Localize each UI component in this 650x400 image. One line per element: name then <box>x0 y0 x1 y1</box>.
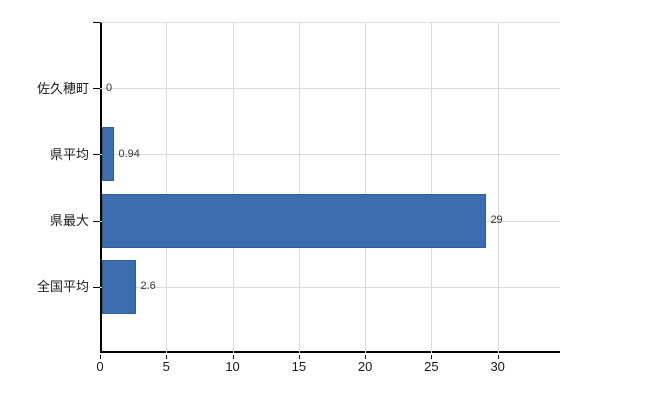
category-label: 全国平均 <box>36 279 89 295</box>
category-label: 県平均 <box>49 146 89 162</box>
y-axis-tick <box>93 220 100 222</box>
x-axis-tick <box>298 355 300 359</box>
x-axis-tick-label: 15 <box>291 359 307 374</box>
bar-value-label: 0 <box>106 81 113 94</box>
x-axis-tick-label: 0 <box>96 359 104 374</box>
x-axis-tick <box>431 355 433 359</box>
x-axis-tick <box>497 355 499 359</box>
x-axis-tick-label: 30 <box>490 359 505 374</box>
horizontal-gridline <box>100 154 560 156</box>
horizontal-gridline <box>100 286 560 288</box>
bar <box>102 259 137 314</box>
vertical-gridline <box>365 22 367 353</box>
bar-value-label: 29 <box>490 214 503 227</box>
x-axis-tick <box>100 355 101 359</box>
x-axis-tick <box>166 355 168 359</box>
x-axis-tick <box>365 355 367 359</box>
bar-value-label: 0.94 <box>118 147 140 160</box>
y-axis-tick <box>93 22 100 23</box>
vertical-gridline <box>431 22 433 353</box>
bar <box>102 127 115 182</box>
plot-area <box>100 22 560 353</box>
bar-value-label: 2.6 <box>140 280 156 293</box>
vertical-gridline <box>232 22 234 353</box>
x-axis-tick <box>232 355 234 359</box>
vertical-gridline <box>166 22 168 353</box>
vertical-gridline <box>497 22 499 353</box>
category-label: 佐久穂町 <box>36 80 89 96</box>
bar <box>102 193 487 248</box>
x-axis-tick-label: 5 <box>162 359 170 374</box>
vertical-gridline <box>298 22 300 353</box>
y-axis-tick <box>93 286 100 288</box>
horizontal-gridline <box>100 88 560 90</box>
y-axis-tick <box>93 154 100 156</box>
category-label: 県最大 <box>49 213 89 229</box>
x-axis-tick-label: 25 <box>424 359 439 374</box>
x-axis-tick-label: 20 <box>357 359 373 374</box>
x-axis-tick-label: 10 <box>225 359 240 374</box>
y-axis-tick <box>93 88 100 90</box>
